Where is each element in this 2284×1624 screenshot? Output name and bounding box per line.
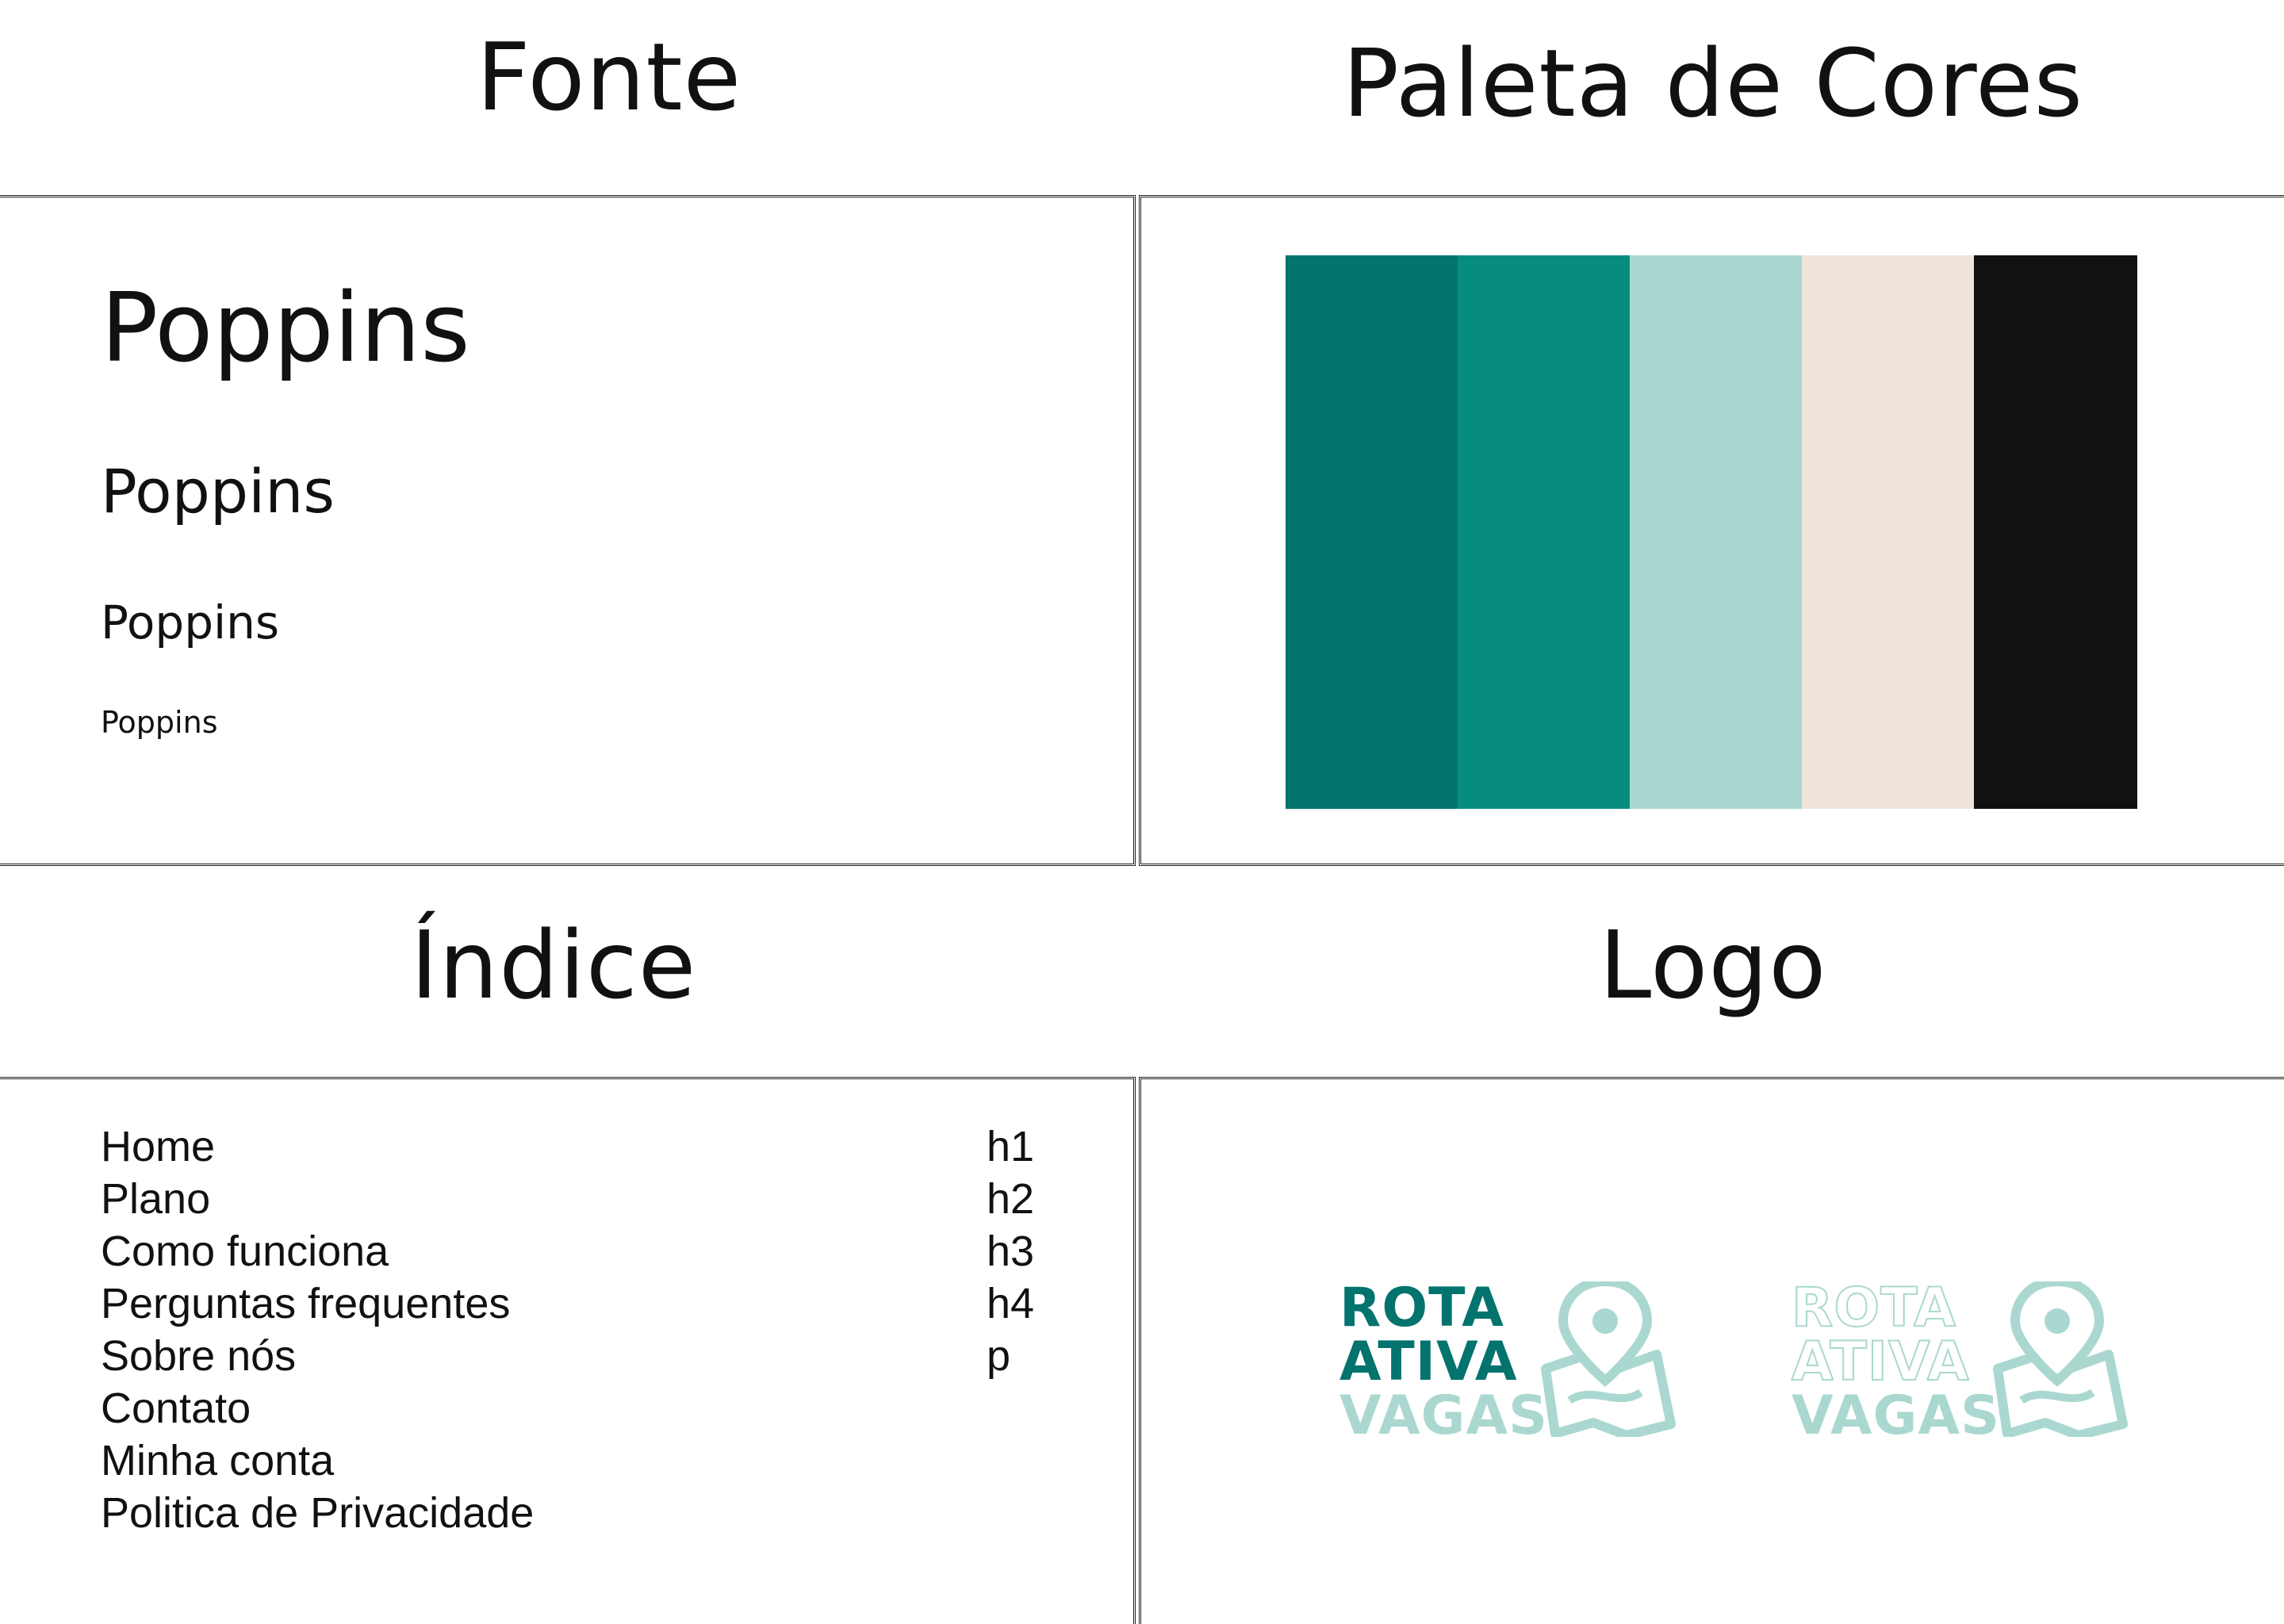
palette-panel — [1139, 195, 2284, 866]
logo-line-rota: ROTA — [1791, 1277, 1956, 1339]
index-item-minha-conta: Minha conta — [101, 1437, 335, 1484]
section-title-fonte: Fonte — [476, 22, 742, 132]
logo-wordmark: ROTA ATIVA VAGAS — [1339, 1281, 1548, 1443]
index-item-home: Home — [101, 1123, 216, 1170]
tag-p: p — [987, 1332, 1011, 1380]
logo-color-version: ROTA ATIVA VAGAS — [1339, 1281, 1704, 1443]
section-title-paleta: Paleta de Cores — [1342, 29, 2084, 138]
swatch-dark-teal — [1286, 255, 1458, 809]
swatch-black — [1974, 255, 2137, 809]
section-title-indice: Índice — [410, 910, 697, 1020]
logo-panel: ROTA ATIVA VAGAS ROTA ATIVA VAGAS — [1139, 1077, 2284, 1624]
font-sample-h2: Poppins — [101, 456, 335, 527]
map-pin-icon — [1993, 1281, 2128, 1437]
logo-wordmark-outline: ROTA ATIVA VAGAS — [1791, 1277, 2001, 1447]
tag-h4: h4 — [987, 1280, 1035, 1327]
logo-outline-version: ROTA ATIVA VAGAS — [1791, 1277, 2156, 1447]
font-sample-h1: Poppins — [101, 274, 470, 384]
color-swatches — [1286, 255, 2137, 809]
swatch-teal — [1458, 255, 1630, 809]
font-sample-p: Poppins — [101, 705, 218, 740]
logo-line-ativa: ATIVA — [1339, 1331, 1518, 1393]
index-item-sobre: Sobre nós — [101, 1332, 297, 1380]
tag-list: h1 h2 h3 h4 p — [987, 1120, 1034, 1382]
section-title-logo: Logo — [1599, 910, 1827, 1020]
swatch-mint — [1630, 255, 1802, 809]
index-item-como-funciona: Como funciona — [101, 1228, 389, 1275]
logo-line-vagas: VAGAS — [1792, 1385, 2001, 1447]
index-item-contato: Contato — [101, 1385, 251, 1432]
index-item-plano: Plano — [101, 1175, 211, 1223]
index-list: Home Plano Como funciona Perguntas frequ… — [101, 1120, 534, 1539]
tag-h1: h1 — [987, 1123, 1035, 1170]
index-item-privacidade: Politica de Privacidade — [101, 1489, 535, 1537]
index-item-perguntas: Perguntas frequentes — [101, 1280, 511, 1327]
logo-line-vagas: VAGAS — [1339, 1385, 1549, 1447]
tag-h3: h3 — [987, 1228, 1035, 1275]
font-panel: Poppins Poppins Poppins Poppins — [0, 195, 1136, 866]
logo-line-ativa: ATIVA — [1791, 1331, 1970, 1393]
index-panel: Home Plano Como funciona Perguntas frequ… — [0, 1077, 1136, 1624]
logo-line-rota: ROTA — [1339, 1277, 1504, 1339]
map-pin-icon — [1541, 1281, 1676, 1437]
swatch-beige — [1802, 255, 1974, 809]
font-sample-h3: Poppins — [101, 596, 280, 649]
tag-h2: h2 — [987, 1175, 1035, 1223]
